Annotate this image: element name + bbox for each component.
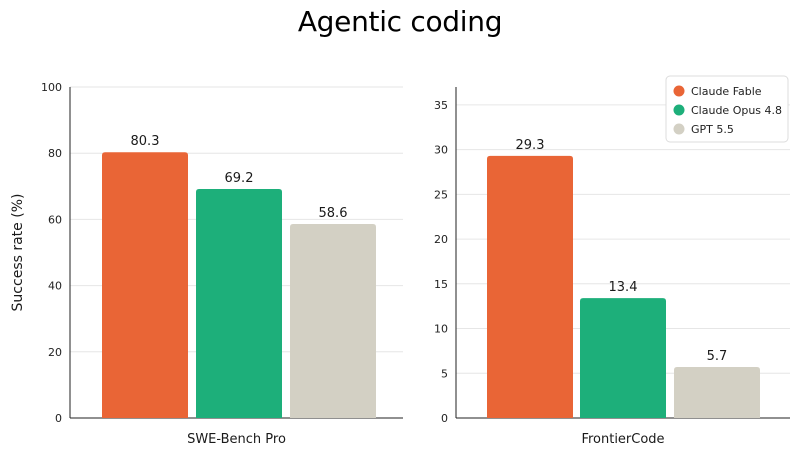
legend-swatch	[673, 123, 685, 135]
bar-value-label: 13.4	[609, 280, 638, 295]
bar-value-label: 58.6	[319, 206, 348, 221]
y-tick-label: 25	[434, 188, 448, 201]
legend: Claude Fable Claude Opus 4.8 GPT 5.5	[665, 75, 789, 143]
y-tick-label: 0	[55, 412, 62, 425]
bar-claude-fable	[487, 155, 573, 418]
legend-swatch	[673, 85, 685, 97]
bar-claude-opus-4-8	[580, 298, 666, 418]
y-tick-label: 60	[48, 213, 62, 226]
legend-label: Claude Fable	[691, 85, 762, 98]
bar-value-label: 80.3	[131, 134, 160, 149]
y-tick-label: 30	[434, 144, 448, 157]
bar-gpt-5-5	[674, 367, 760, 418]
legend-label: Claude Opus 4.8	[691, 104, 782, 117]
bar-value-label: 5.7	[707, 349, 728, 364]
y-tick-label: 100	[41, 81, 62, 94]
y-tick-label: 0	[441, 412, 448, 425]
y-tick-label: 10	[434, 323, 448, 336]
y-tick-label: 35	[434, 99, 448, 112]
bar-value-label: 29.3	[516, 138, 545, 153]
chart-panel-1: 0 20 40 60 80 100 80.3 69.2 58.6 SWE-Bench Pro Suc…	[10, 81, 403, 447]
y-tick-label: 15	[434, 278, 448, 291]
y-tick-label: 40	[48, 280, 62, 293]
y-axis-label: Success rate (%)	[10, 194, 26, 312]
legend-swatch	[673, 104, 685, 116]
bar-claude-opus-4-8	[196, 188, 282, 418]
legend-box	[665, 75, 789, 143]
legend-label: GPT 5.5	[691, 123, 734, 136]
bar-claude-fable	[102, 152, 188, 418]
bar-value-label: 69.2	[225, 171, 254, 186]
y-tick-label: 80	[48, 147, 62, 160]
chart-title: Agentic coding	[298, 5, 502, 38]
y-tick-label: 5	[441, 367, 448, 380]
y-tick-label: 20	[434, 233, 448, 246]
x-axis-label: FrontierCode	[581, 432, 664, 447]
bar-gpt-5-5	[290, 224, 376, 418]
y-tick-label: 20	[48, 346, 62, 359]
x-axis-label: SWE-Bench Pro	[187, 432, 286, 447]
